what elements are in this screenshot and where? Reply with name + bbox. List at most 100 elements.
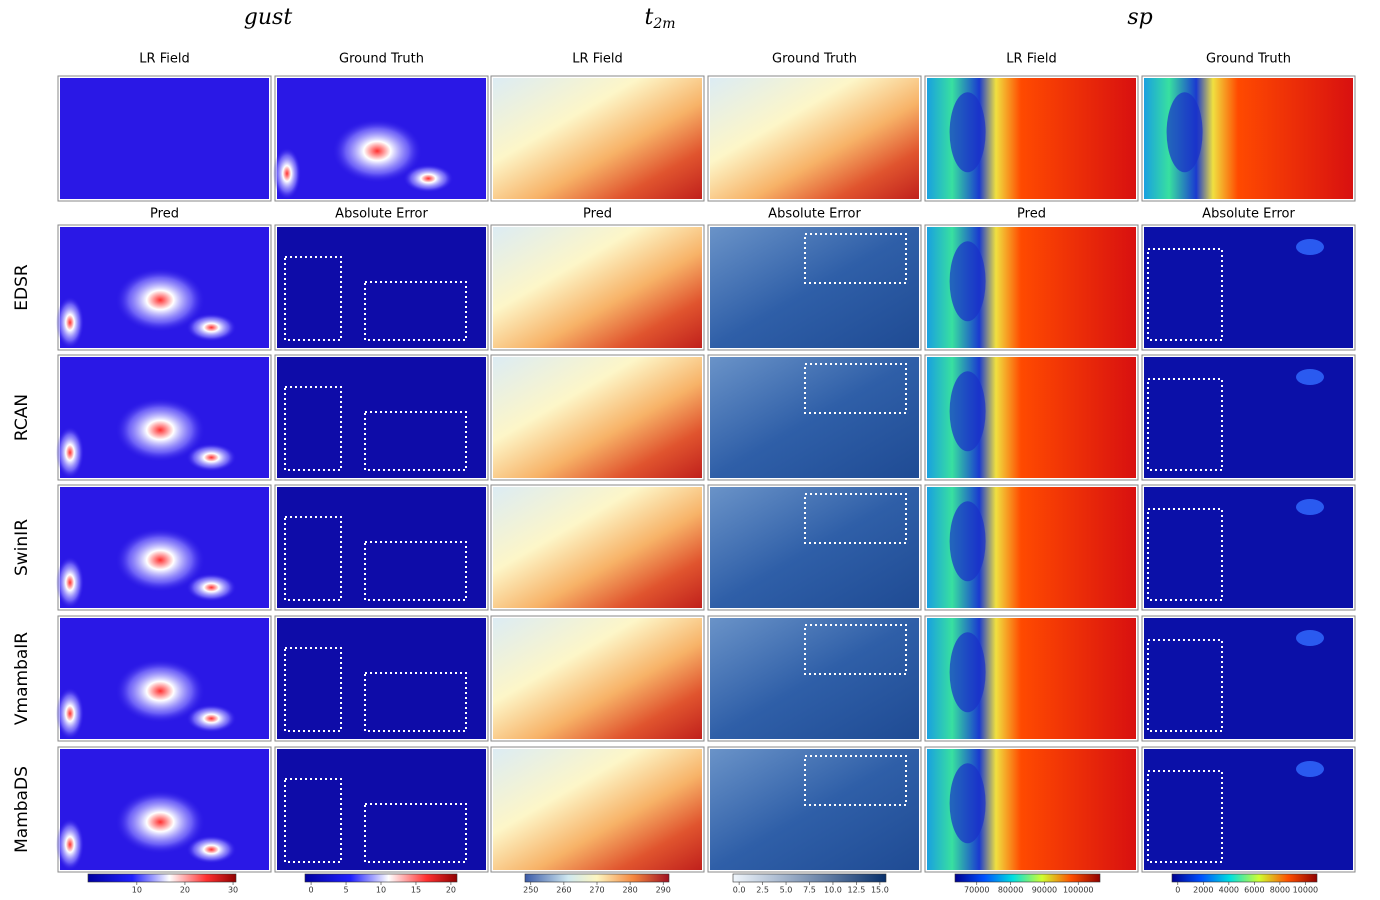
- panel-title: Ground Truth: [772, 52, 857, 67]
- map-panel: [1142, 225, 1355, 350]
- map-image: [493, 749, 702, 870]
- variable-header: gust: [244, 5, 293, 30]
- colorbar-tick-label: 5: [343, 886, 348, 895]
- map-panel: [708, 485, 921, 610]
- hotspot: [186, 574, 236, 602]
- map-image: [277, 618, 486, 739]
- map-panel: [925, 747, 1138, 872]
- map-panel: [273, 76, 488, 201]
- colorbar-tick-label: 20: [446, 886, 456, 895]
- colorbar-tick-label: 10000: [1293, 886, 1318, 895]
- mountain: [1167, 92, 1203, 172]
- colorbar-tick-label: 20: [180, 886, 190, 895]
- panel-title: LR Field: [1006, 52, 1056, 67]
- panel-title: Absolute Error: [768, 207, 861, 222]
- colorbar-tick-label: 100000: [1063, 886, 1094, 895]
- colorbar-tick-label: 10.0: [824, 886, 842, 895]
- colorbar-tick-label: 90000: [1032, 886, 1057, 895]
- hotspot: [186, 314, 236, 342]
- header-text: t: [644, 5, 653, 30]
- map-image: [493, 618, 702, 739]
- mountain: [950, 371, 986, 451]
- map-image: [493, 357, 702, 478]
- colorbar-tick-label: 270: [589, 886, 604, 895]
- colorbar-tick-label: 2000: [1193, 886, 1213, 895]
- colorbar-tick-label: 4000: [1219, 886, 1239, 895]
- lake: [1296, 499, 1324, 515]
- row-label: SwinIR: [12, 519, 32, 576]
- map-panel: [56, 225, 271, 350]
- map-panel: [1142, 355, 1355, 480]
- panel-title: Ground Truth: [339, 52, 424, 67]
- colorbar-tick-label: 0: [1175, 886, 1180, 895]
- mountain: [950, 763, 986, 843]
- map-panel: [1142, 485, 1355, 610]
- panel-title: Pred: [583, 207, 612, 222]
- hotspot: [56, 427, 84, 479]
- map-panel: [708, 225, 921, 350]
- colorbar: [525, 874, 669, 882]
- row-label: MambaDS: [12, 766, 32, 853]
- row-label: VmambaIR: [12, 632, 32, 725]
- colorbar-tick-label: 15: [411, 886, 421, 895]
- hotspot: [56, 819, 84, 871]
- colorbar-tick-label: 0: [309, 886, 314, 895]
- mountain: [950, 632, 986, 712]
- mountain: [950, 92, 986, 172]
- header-subscript: 2m: [652, 16, 675, 32]
- map-image: [493, 487, 702, 608]
- map-image: [493, 78, 702, 199]
- map-image: [710, 749, 919, 870]
- map-image: [277, 487, 486, 608]
- hotspot: [186, 444, 236, 472]
- panel-title: Ground Truth: [1206, 52, 1291, 67]
- map-image: [60, 78, 269, 199]
- mountain: [950, 501, 986, 581]
- variable-header: sp: [1127, 5, 1152, 30]
- variable-header: t2m: [644, 5, 675, 32]
- map-panel: [925, 355, 1138, 480]
- colorbar-tick-label: 10: [376, 886, 386, 895]
- colorbar: [1172, 874, 1317, 882]
- figure: gust t2m sp LR Field Pred Ground Truth Absolut…: [0, 0, 1380, 896]
- map-panel: [708, 616, 921, 741]
- map-panel: [925, 225, 1138, 350]
- map-panel: [56, 616, 271, 741]
- header-text: sp: [1127, 5, 1152, 30]
- colorbar-tick-label: 80000: [998, 886, 1023, 895]
- colorbar-tick-label: 7.5: [803, 886, 816, 895]
- map-image: [277, 749, 486, 870]
- colorbar-tick-label: 70000: [964, 886, 989, 895]
- map-panel: [56, 355, 271, 480]
- map-panel: [491, 616, 704, 741]
- map-panel: [491, 355, 704, 480]
- header-text: gust: [244, 5, 293, 30]
- map-panel: [275, 747, 488, 872]
- colorbar-tick-label: 260: [556, 886, 571, 895]
- map-image: [710, 78, 919, 199]
- map-panel: [56, 485, 271, 610]
- map-image: [710, 618, 919, 739]
- colorbar-tick-label: 12.5: [848, 886, 866, 895]
- map-image: [277, 357, 486, 478]
- colorbar-tick-label: 10: [132, 886, 142, 895]
- colorbar: [305, 874, 457, 882]
- row-label: EDSR: [12, 264, 32, 311]
- map-image: [710, 227, 919, 348]
- panel-title: LR Field: [139, 52, 189, 67]
- map-panel: [491, 225, 704, 350]
- row-label: RCAN: [12, 394, 32, 441]
- map-panel: [275, 355, 488, 480]
- map-panel: [1142, 616, 1355, 741]
- hotspot: [186, 836, 236, 864]
- map-image: [710, 357, 919, 478]
- map-panel: [275, 225, 488, 350]
- map-panel: [708, 747, 921, 872]
- colorbar: [955, 874, 1100, 882]
- colorbar-tick-label: 280: [622, 886, 637, 895]
- colorbar: [88, 874, 236, 882]
- map-panel: [1142, 76, 1355, 201]
- colorbar-tick-label: 15.0: [871, 886, 889, 895]
- colorbar-tick-label: 2.5: [756, 886, 769, 895]
- map-panel: [491, 485, 704, 610]
